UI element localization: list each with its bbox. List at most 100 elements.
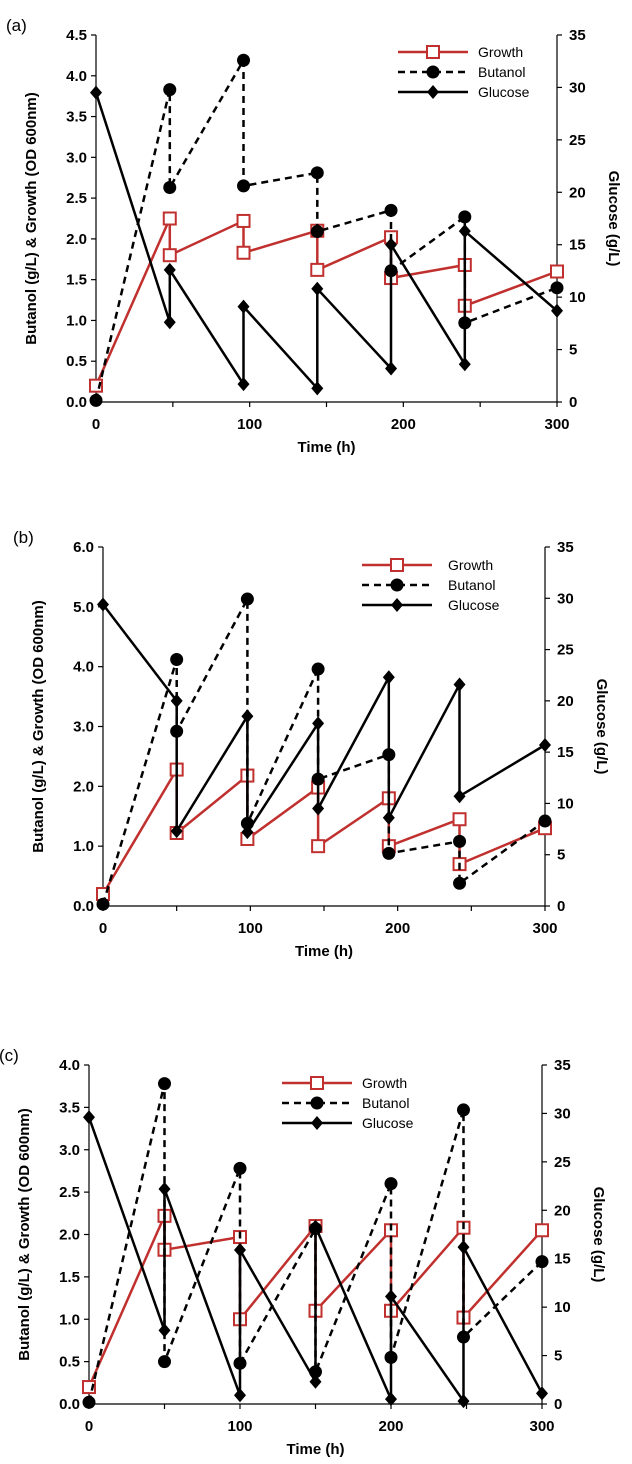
data-point-glucose [309, 1219, 322, 1234]
right-y-tick-label: 5 [569, 342, 577, 359]
data-point-butanol [158, 1355, 171, 1369]
data-point-butanol [384, 203, 398, 217]
left-y-tick-label: 3.5 [66, 109, 87, 126]
left-y-tick-label: 2.5 [59, 1184, 80, 1201]
data-point-glucose [83, 1110, 95, 1125]
data-point-butanol [456, 1103, 470, 1117]
series-growth [89, 211, 564, 393]
x-axis-title: Time (h) [297, 439, 355, 456]
right-y-tick-label: 35 [554, 1057, 571, 1074]
right-y-tick-label: 5 [554, 1348, 562, 1365]
right-y-tick-label: 5 [557, 847, 565, 864]
right-y-tick-label: 35 [557, 539, 574, 556]
data-point-butanol [240, 592, 254, 606]
data-point-glucose [382, 810, 395, 825]
left-y-tick-label: 0.5 [66, 353, 87, 370]
x-tick-label: 0 [92, 416, 100, 433]
data-point-glucose [241, 825, 254, 840]
left-y-tick-label: 1.0 [66, 312, 87, 329]
legend: Growth Butanol Glucose [362, 557, 500, 613]
right-y-tick-label: 30 [569, 79, 586, 96]
left-y-tick-label: 2.0 [73, 778, 94, 795]
chart-panel-a: 0.0 0.5 1.0 1.5 2.0 2.5 3.0 3.5 4.0 4.5 0 5 10 15 20 25… [6, 16, 622, 456]
data-point-butanol [233, 1161, 247, 1175]
data-point-glucose [453, 677, 466, 692]
right-y-tick-label: 25 [557, 642, 574, 659]
panel-label: (c) [0, 1046, 19, 1065]
left-y-tick-label: 3.0 [73, 719, 94, 736]
data-point-butanol [96, 897, 110, 911]
series-line-glucose [87, 1116, 544, 1406]
series-line-butanol [101, 598, 546, 905]
data-point-growth [550, 264, 564, 279]
right-y-tick-label: 25 [554, 1154, 571, 1171]
legend-marker-glucose [391, 598, 403, 612]
data-point-butanol [453, 876, 467, 890]
left-y-axis-title: Butanol (g/L) & Growth (OD 600nm) [30, 600, 47, 853]
x-axis-title: Time (h) [295, 943, 353, 960]
left-y-tick-label: 1.0 [73, 838, 94, 855]
data-point-growth [310, 262, 325, 277]
data-point-butanol [382, 846, 396, 860]
data-point-glucose [237, 377, 250, 392]
data-point-glucose [385, 237, 398, 252]
data-point-growth [535, 1223, 549, 1238]
data-point-glucose [457, 1394, 470, 1409]
left-y-tick-label: 0.0 [59, 1396, 80, 1413]
data-point-glucose [241, 709, 254, 724]
data-point-glucose [385, 1289, 397, 1304]
data-point-glucose [536, 1386, 548, 1401]
right-y-tick-label: 35 [569, 27, 586, 44]
data-point-glucose [312, 716, 325, 731]
right-y-axis-title: Glucose (g/L) [593, 679, 610, 775]
data-point-glucose [453, 789, 466, 804]
data-point-growth [452, 812, 467, 827]
legend-marker-glucose [427, 85, 439, 99]
data-point-butanol [384, 1177, 398, 1191]
x-tick-label: 100 [237, 416, 262, 433]
legend-label-glucose: Glucose [478, 84, 530, 100]
left-y-tick-label: 5.0 [73, 599, 94, 616]
data-point-glucose [90, 85, 102, 100]
series-glucose [83, 1110, 548, 1409]
right-y-tick-label: 20 [569, 184, 586, 201]
left-y-tick-label: 0.0 [66, 394, 87, 411]
left-y-tick-label: 4.0 [73, 659, 94, 676]
data-point-glucose [312, 801, 325, 816]
data-point-glucose [458, 224, 471, 239]
data-point-butanol [237, 179, 251, 193]
right-y-tick-label: 15 [569, 237, 586, 254]
data-point-growth [236, 213, 251, 228]
left-y-tick-label: 6.0 [73, 539, 94, 556]
legend-label-butanol: Butanol [478, 64, 525, 80]
left-y-axis-title: Butanol (g/L) & Growth (OD 600nm) [16, 1108, 33, 1361]
right-y-tick-label: 25 [569, 132, 586, 149]
right-y-tick-label: 0 [569, 394, 577, 411]
panel-label: (a) [6, 16, 27, 35]
legend-label-glucose: Glucose [448, 597, 500, 613]
data-point-growth [311, 839, 326, 854]
data-point-butanol [458, 210, 472, 224]
legend-label-butanol: Butanol [362, 1095, 409, 1111]
data-point-butanol [310, 166, 324, 180]
left-y-tick-label: 4.0 [66, 68, 87, 85]
series-glucose [90, 85, 563, 396]
left-y-tick-label: 2.0 [59, 1227, 80, 1244]
series-line-growth [94, 217, 558, 387]
data-point-glucose [158, 1181, 171, 1196]
data-point-glucose [539, 737, 551, 752]
series-line-glucose [94, 92, 558, 392]
data-point-butanol [170, 652, 184, 666]
data-point-glucose [234, 1388, 246, 1403]
data-point-glucose [163, 315, 176, 330]
data-point-glucose [170, 693, 183, 708]
legend-marker-glucose [311, 1116, 323, 1130]
data-point-glucose [458, 357, 471, 372]
right-y-tick-label: 20 [557, 693, 574, 710]
x-tick-label: 200 [385, 920, 410, 937]
left-y-tick-label: 2.0 [66, 231, 87, 248]
right-y-tick-label: 15 [554, 1251, 571, 1268]
right-y-tick-label: 15 [557, 744, 574, 761]
x-tick-label: 300 [532, 920, 557, 937]
series-butanol [96, 592, 552, 911]
